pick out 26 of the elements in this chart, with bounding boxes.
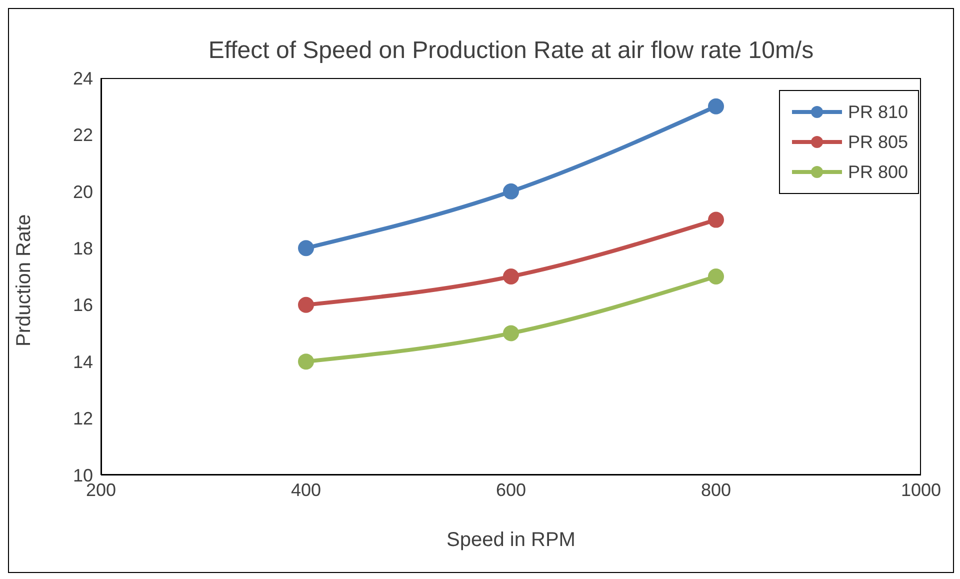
y-tick-label: 18 xyxy=(72,238,93,259)
legend-label: PR 810 xyxy=(848,101,908,124)
point xyxy=(503,183,519,200)
legend-label: PR 805 xyxy=(848,131,908,154)
x-tick-label: 600 xyxy=(496,480,526,500)
y-tick-label: 22 xyxy=(72,125,93,146)
point xyxy=(503,325,519,342)
point xyxy=(708,212,724,228)
chart-title: Effect of Speed on Production Rate at air flow rate 10m/s xyxy=(207,37,815,65)
y-tick-label: 14 xyxy=(72,352,93,372)
x-axis-title: Speed in RPM xyxy=(446,529,576,552)
y-axis-title: Prduction Rate xyxy=(13,214,36,346)
point xyxy=(708,268,724,284)
y-tick-label: 20 xyxy=(72,182,93,202)
y-tick-label: 16 xyxy=(72,295,93,316)
point xyxy=(298,240,314,256)
point xyxy=(298,296,314,313)
point xyxy=(708,98,724,114)
point xyxy=(298,354,314,370)
point xyxy=(503,268,519,284)
legend-label: PR 800 xyxy=(848,161,908,184)
x-tick-label: 1000 xyxy=(900,480,942,500)
y-tick-label: 24 xyxy=(72,68,93,88)
x-tick-label: 400 xyxy=(290,480,322,500)
y-tick-label: 12 xyxy=(72,408,93,429)
x-tick-label: 800 xyxy=(700,480,732,500)
